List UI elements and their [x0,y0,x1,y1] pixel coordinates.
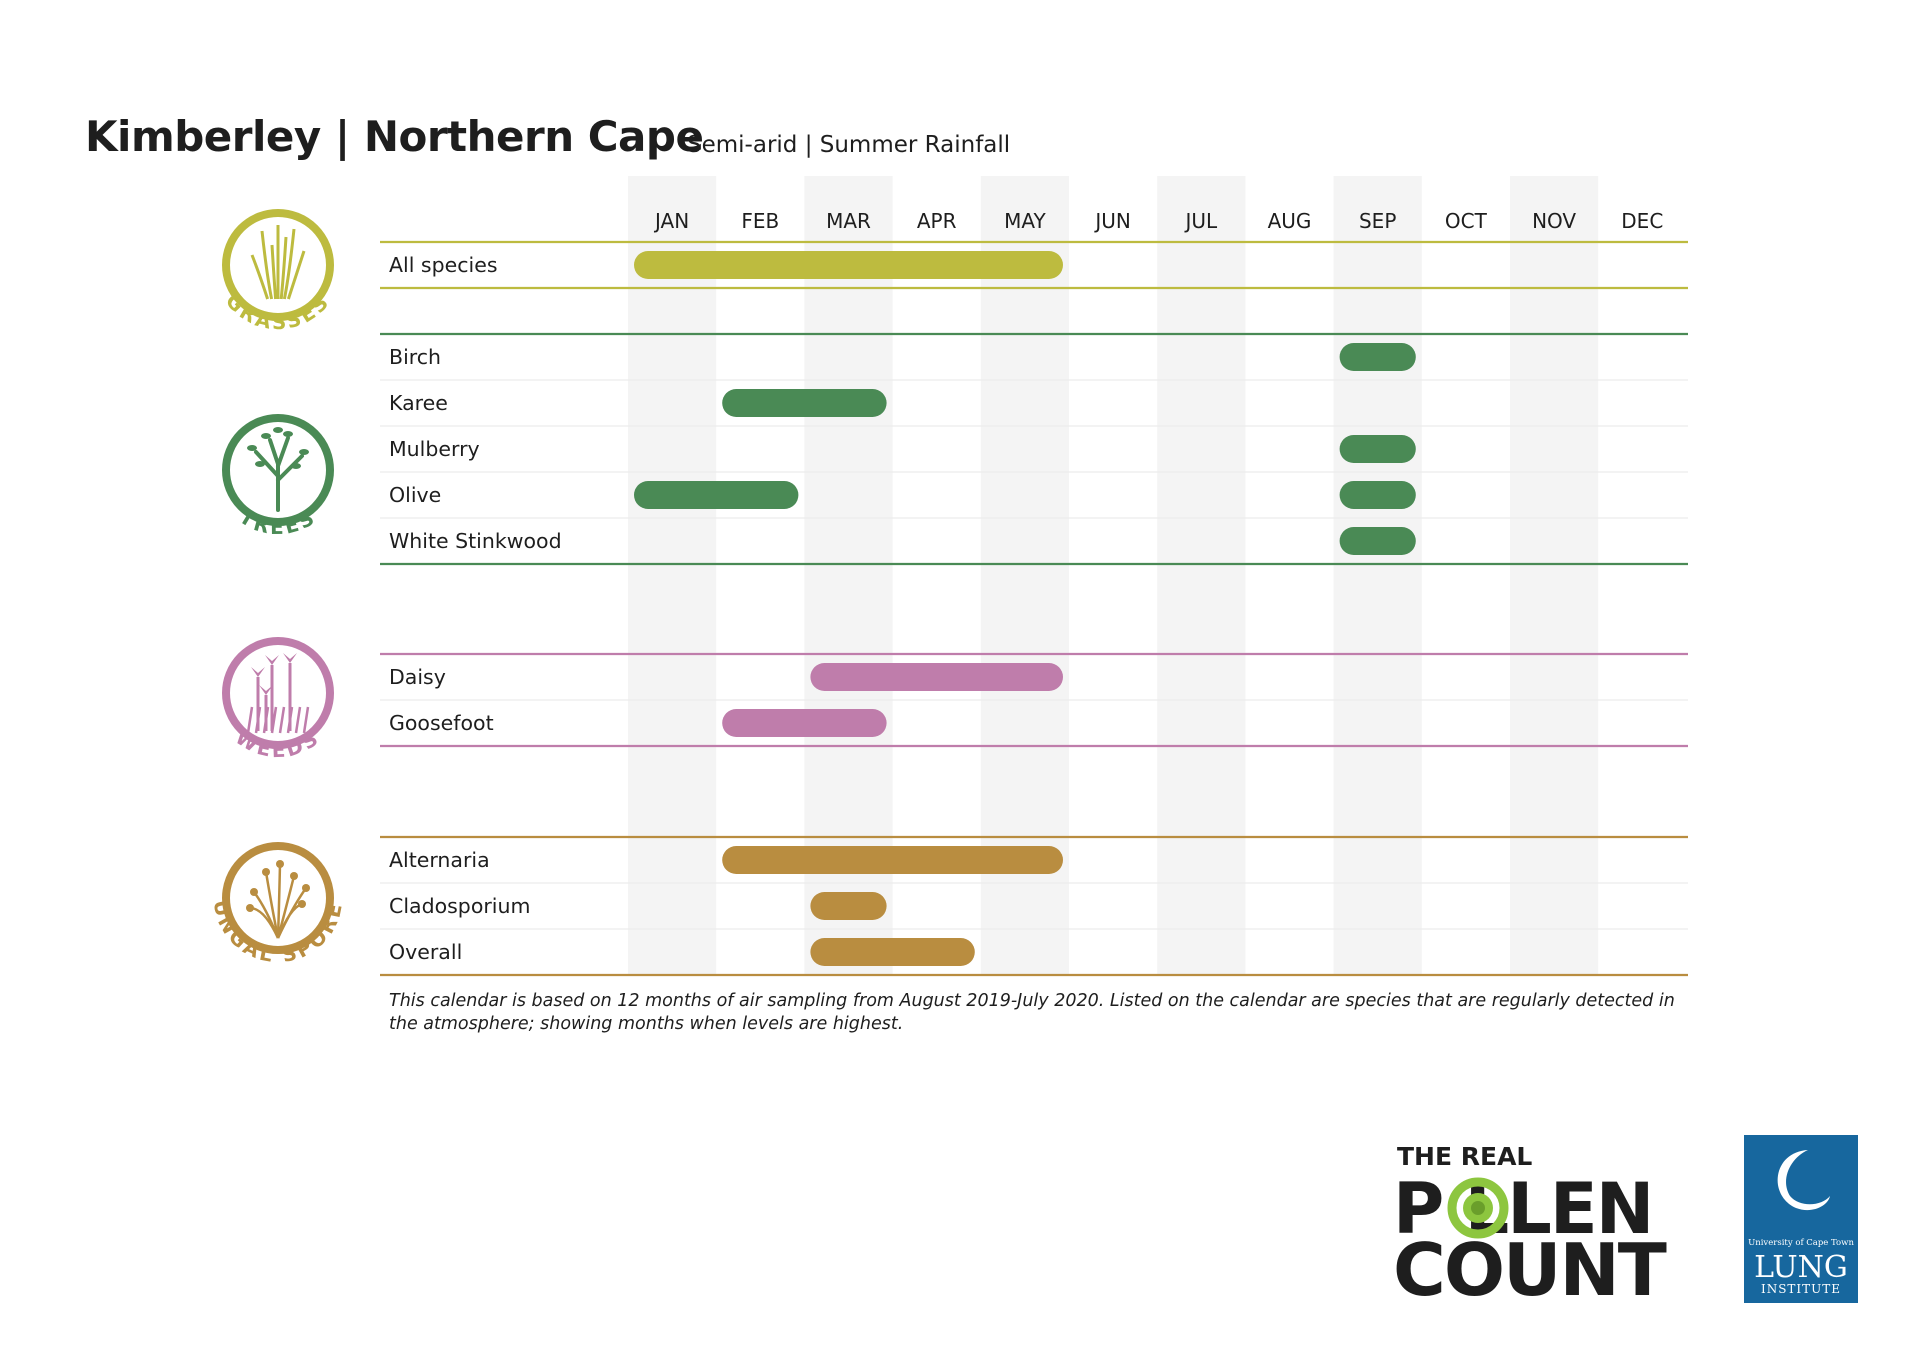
month-label: JUN [1093,209,1131,233]
species-label: Daisy [389,665,446,689]
month-label: AUG [1268,209,1312,233]
group-fungal-spores: Alternaria Cladosporium Overall [380,835,1688,977]
page-title: Kimberley | Northern Cape [85,112,704,161]
month-label: APR [917,209,957,233]
pollen-logo-line1: THE REAL [1397,1142,1532,1171]
pollen-logo-line3: COUNT [1393,1228,1667,1312]
pollen-grain-icon [1447,1177,1509,1239]
species-label: Mulberry [389,437,480,461]
season-bar [810,663,1063,691]
uct-logo-line1: University of Cape Town [1748,1238,1854,1248]
uct-lung-institute-logo: University of Cape Town LUNG INSTITUTE [1744,1135,1858,1303]
month-labels: JAN FEB MAR APR MAY JUN JUL AUG SEP OCT NOV DEC [653,209,1663,233]
season-bar [634,251,1063,279]
season-bar [1339,435,1416,463]
month-label: SEP [1359,209,1396,233]
season-bar [810,938,975,966]
group-name-label: WEEDS [231,725,324,762]
month-label: DEC [1621,209,1663,233]
flower-icon: WEEDS [222,637,334,762]
page-subtitle: Semi-arid | Summer Rainfall [687,132,1011,158]
real-pollen-count-logo: THE REAL P LLEN COUNT [1393,1142,1669,1312]
month-column-stripes [628,176,1599,976]
uct-logo-line3: INSTITUTE [1761,1282,1841,1296]
month-label: JAN [653,209,689,233]
species-label: Overall [389,940,462,964]
group-weeds: Daisy Goosefoot [380,652,1688,748]
species-label: Karee [389,391,448,415]
month-label: FEB [741,209,779,233]
season-bar [1339,343,1416,371]
month-label: MAR [826,209,871,233]
species-label: All species [389,253,498,277]
season-bar [1339,527,1416,555]
season-bar [634,481,799,509]
month-stripe [628,176,717,976]
season-bar [810,892,887,920]
month-label: NOV [1532,209,1576,233]
group-icons: GRASSES TREES WEEDSFUNGAL SPORES [0,0,347,967]
season-bar [722,709,887,737]
spore-icon: FUNGAL SPORES [0,0,347,967]
grass-icon: GRASSES [221,209,334,334]
species-label: Birch [389,345,441,369]
species-label: Cladosporium [389,894,530,918]
species-label: Olive [389,483,441,507]
month-stripe [980,176,1069,976]
crescent-icon [1777,1150,1830,1211]
species-label: White Stinkwood [389,529,562,553]
uct-logo-line2: LUNG [1754,1250,1848,1285]
group-grasses: All species [380,240,1688,290]
month-stripe [1510,176,1599,976]
month-stripe [1333,176,1422,976]
month-stripe [1157,176,1246,976]
pollen-logo-line2: P LLEN [1393,1168,1652,1250]
group-trees: Birch Karee Mulberry Olive White Stinkwood [380,332,1688,566]
season-bar [1339,481,1416,509]
species-label: Alternaria [389,848,490,872]
month-label: MAY [1004,209,1046,233]
footnote: This calendar is based on 12 months of a… [389,991,1675,1034]
season-bar [722,389,887,417]
month-stripe [804,176,893,976]
species-groups: All species Birch Karee Mulberry Olive White … [380,240,1688,977]
species-label: Goosefoot [389,711,494,735]
tree-icon: TREES [222,414,334,539]
group-name-label: FUNGAL SPORES [0,0,347,967]
season-bar [722,846,1063,874]
month-label: JUL [1183,209,1218,233]
month-label: OCT [1445,209,1488,233]
